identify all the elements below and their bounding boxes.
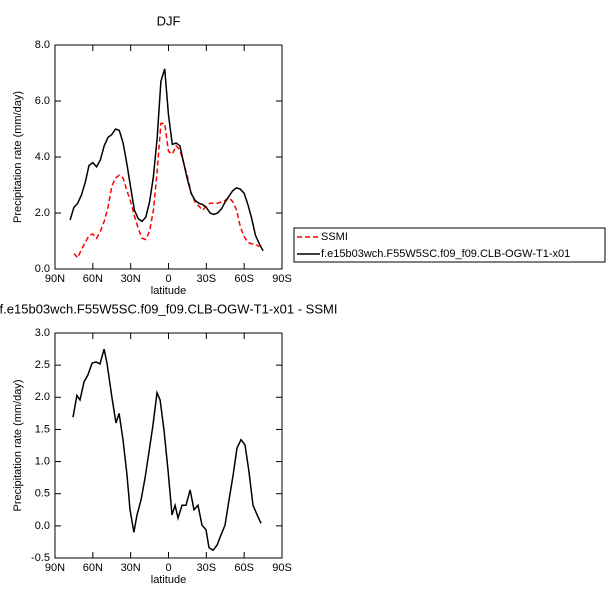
plot-frame (54, 44, 283, 270)
y-tick-label: 8.0 (35, 39, 50, 51)
legend-label: SSMI (321, 231, 348, 243)
x-tick-label: 90N (45, 562, 65, 574)
x-tick-label: 90S (272, 273, 292, 285)
y-tick-label: 3.0 (35, 327, 50, 339)
y-axis-label: Precipitation rate (mm/day) (12, 379, 24, 511)
chart-title: f.e15b03wch.F55W5SC.f09_f09.CLB-OGW-T1-x… (0, 301, 337, 316)
x-tick-label: 0 (165, 562, 171, 574)
y-tick-label: -0.5 (31, 552, 50, 564)
x-tick-label: 60S (234, 562, 254, 574)
x-tick-label: 30N (121, 562, 141, 574)
plot-frame (54, 332, 283, 559)
y-tick-label: 2.5 (35, 359, 50, 371)
legend-box (293, 227, 606, 263)
data-line (69, 68, 264, 252)
y-tick-label: 0.5 (35, 488, 50, 500)
y-tick-label: 2.0 (35, 391, 50, 403)
x-tick-label: 30S (197, 273, 217, 285)
chart-title: DJF (157, 13, 181, 28)
data-line (72, 348, 262, 552)
y-tick-label: 6.0 (35, 95, 50, 107)
y-tick-label: 0.0 (35, 520, 50, 532)
x-tick-label: 0 (165, 273, 171, 285)
data-line (73, 122, 260, 260)
x-tick-label: 60N (83, 273, 103, 285)
x-tick-label: 30S (197, 562, 217, 574)
y-tick-label: 1.0 (35, 455, 50, 467)
y-tick-label: 0.0 (35, 263, 50, 275)
y-axis-label: Precipitation rate (mm/day) (12, 91, 24, 223)
x-axis-label: latitude (151, 574, 186, 586)
y-tick-label: 2.0 (35, 207, 50, 219)
x-tick-label: 60N (83, 562, 103, 574)
y-tick-label: 4.0 (35, 151, 50, 163)
y-tick-label: 1.5 (35, 423, 50, 435)
x-tick-label: 90S (272, 562, 292, 574)
x-tick-label: 60S (234, 273, 254, 285)
x-tick-label: 30N (121, 273, 141, 285)
legend-label: f.e15b03wch.F55W5SC.f09_f09.CLB-OGW-T1-x… (321, 248, 570, 260)
x-tick-label: 90N (45, 273, 65, 285)
x-axis-label: latitude (151, 285, 186, 297)
